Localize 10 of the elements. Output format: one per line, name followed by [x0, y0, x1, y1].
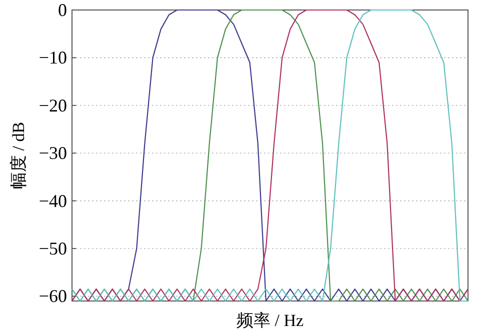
- x-axis-title: 频率 / Hz: [236, 311, 304, 330]
- y-tick-label: −60: [38, 286, 67, 306]
- y-tick-label: 0: [58, 0, 67, 20]
- y-tick-label: −30: [38, 143, 67, 164]
- line-series: [71, 9, 469, 302]
- y-tick-label: −40: [38, 190, 67, 211]
- y-tick-label: −10: [38, 48, 67, 68]
- y-tick-label: −20: [38, 95, 67, 116]
- y-tick-label: −50: [38, 238, 67, 259]
- y-axis-title: 幅度 / dB: [9, 122, 28, 190]
